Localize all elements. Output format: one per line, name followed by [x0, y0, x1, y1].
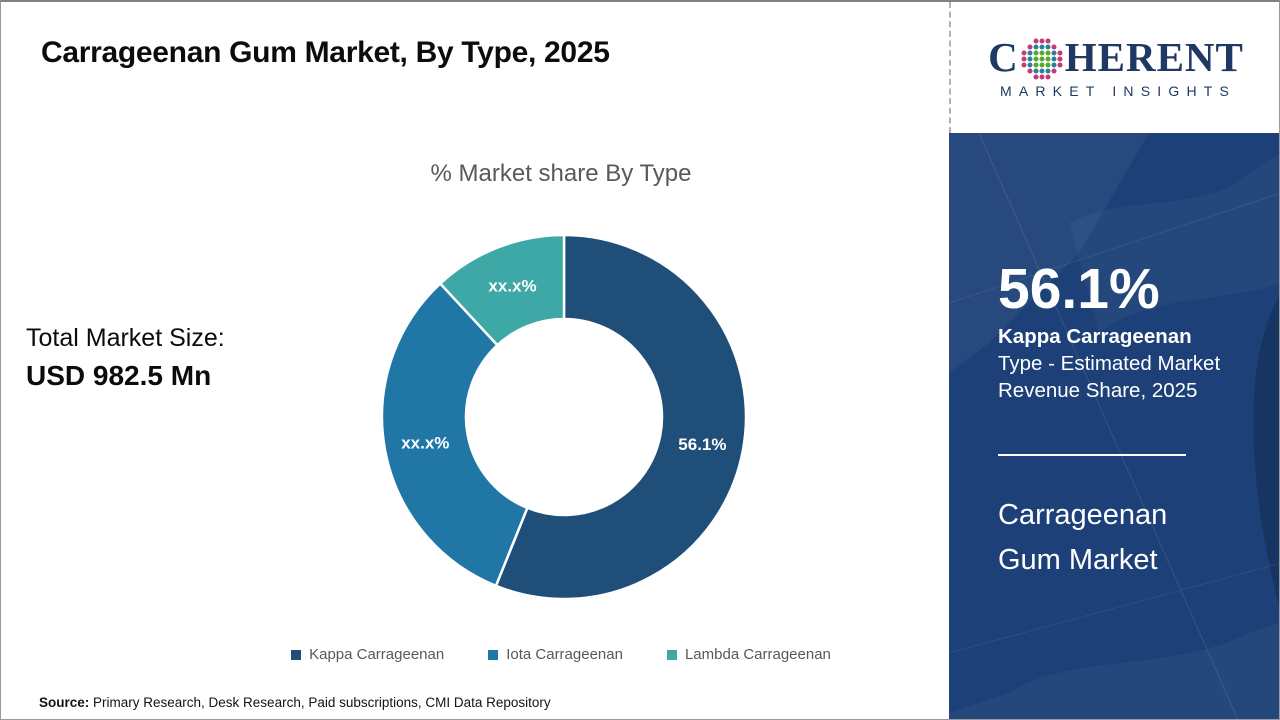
globe-dot [1051, 49, 1057, 56]
globe-dot [1051, 43, 1057, 50]
total-market-size-label: Total Market Size: [26, 324, 225, 352]
globe-dot [1033, 67, 1039, 74]
page-title: Carrageenan Gum Market, By Type, 2025 [41, 36, 610, 69]
source-line: Source: Primary Research, Desk Research,… [39, 695, 551, 710]
globe-dot [1033, 37, 1039, 44]
globe-dot [1039, 37, 1045, 44]
right-panel: C HERENT MARKET INSIGHTS 56.1% Kappa Car… [949, 2, 1279, 719]
chart-title: % Market share By Type [430, 160, 692, 187]
stat-description-rest: Type - Estimated Market Revenue Share, 2… [998, 352, 1221, 402]
donut-label: xx.x% [488, 277, 536, 296]
globe-dot [1057, 61, 1063, 68]
donut-segment-iota-carrageenan [380, 282, 529, 588]
source-text: Primary Research, Desk Research, Paid su… [89, 695, 551, 710]
globe-dot [1021, 61, 1027, 68]
logo-letters-herent: HERENT [1064, 34, 1244, 80]
globe-dot [1033, 61, 1039, 68]
globe-dot [1045, 55, 1051, 62]
world-map-watermark [949, 133, 1279, 719]
globe-dot [1039, 43, 1045, 50]
globe-dot [1027, 61, 1033, 68]
donut-segment-lambda-carrageenan [439, 233, 566, 347]
globe-dot [1045, 73, 1051, 80]
legend-swatch [666, 649, 677, 660]
brand-logo-wordmark: C HERENT [988, 34, 1244, 80]
donut-label: xx.x% [401, 434, 449, 453]
globe-dot [1039, 49, 1045, 56]
donut-label: 56.1% [678, 435, 726, 454]
globe-dot [1051, 67, 1057, 74]
globe-dot [1027, 49, 1033, 56]
total-market-size-value: USD 982.5 Mn [26, 360, 212, 391]
globe-dot [1057, 55, 1063, 62]
globe-dot [1045, 61, 1051, 68]
source-label: Source: [39, 695, 90, 710]
stat-description-bold: Kappa Carrageenan [998, 325, 1192, 348]
highlight-panel: 56.1% Kappa Carrageenan Type - Estimated… [949, 133, 1279, 719]
globe-dot [1039, 73, 1045, 80]
donut-chart: 56.1% xx.x% xx.x% [380, 233, 748, 601]
legend-item-lambda-carrageenan: Lambda Carrageenan [666, 646, 831, 663]
globe-dot [1027, 55, 1033, 62]
divider-line [998, 454, 1186, 456]
globe-dot [1039, 55, 1045, 62]
globe-dot [1045, 37, 1051, 44]
globe-dot [1045, 67, 1051, 74]
stat-value: 56.1% [998, 257, 1160, 321]
globe-dot [1033, 49, 1039, 56]
globe-dot [1039, 67, 1045, 74]
globe-dot [1051, 61, 1057, 68]
globe-dot [1021, 55, 1027, 62]
legend-label: Kappa Carrageenan [309, 646, 445, 663]
panel-market-title: Carrageenan Gum Market [998, 499, 1168, 576]
globe-dots-icon [1021, 37, 1063, 80]
globe-dot [1027, 67, 1033, 74]
legend-item-iota-carrageenan: Iota Carrageenan [488, 646, 623, 663]
donut-segment-kappa-carrageenan [494, 233, 748, 601]
chart-legend: Kappa Carrageenan Iota Carrageenan Lambda … [141, 646, 981, 663]
legend-label: Lambda Carrageenan [684, 646, 831, 663]
globe-dot [1039, 61, 1045, 68]
globe-dot [1033, 73, 1039, 80]
legend-label: Iota Carrageenan [506, 646, 623, 663]
logo-subtitle: MARKET INSIGHTS [999, 82, 1237, 99]
legend-swatch [291, 649, 302, 660]
globe-dot [1027, 43, 1033, 50]
globe-dot [1033, 43, 1039, 50]
globe-dot [1045, 43, 1051, 50]
globe-dot [1045, 49, 1051, 56]
stat-description: Kappa Carrageenan Type - Estimated Marke… [998, 323, 1236, 404]
total-market-size: Total Market Size: USD 982.5 Mn [26, 324, 225, 392]
globe-dot [1057, 49, 1063, 56]
globe-dot [1021, 49, 1027, 56]
logo-letter-c: C [988, 34, 1019, 80]
legend-swatch [488, 649, 499, 660]
globe-dot [1033, 55, 1039, 62]
globe-dot [1051, 55, 1057, 62]
legend-item-kappa-carrageenan: Kappa Carrageenan [291, 646, 444, 663]
brand-logo: C HERENT MARKET INSIGHTS [949, 2, 1279, 133]
